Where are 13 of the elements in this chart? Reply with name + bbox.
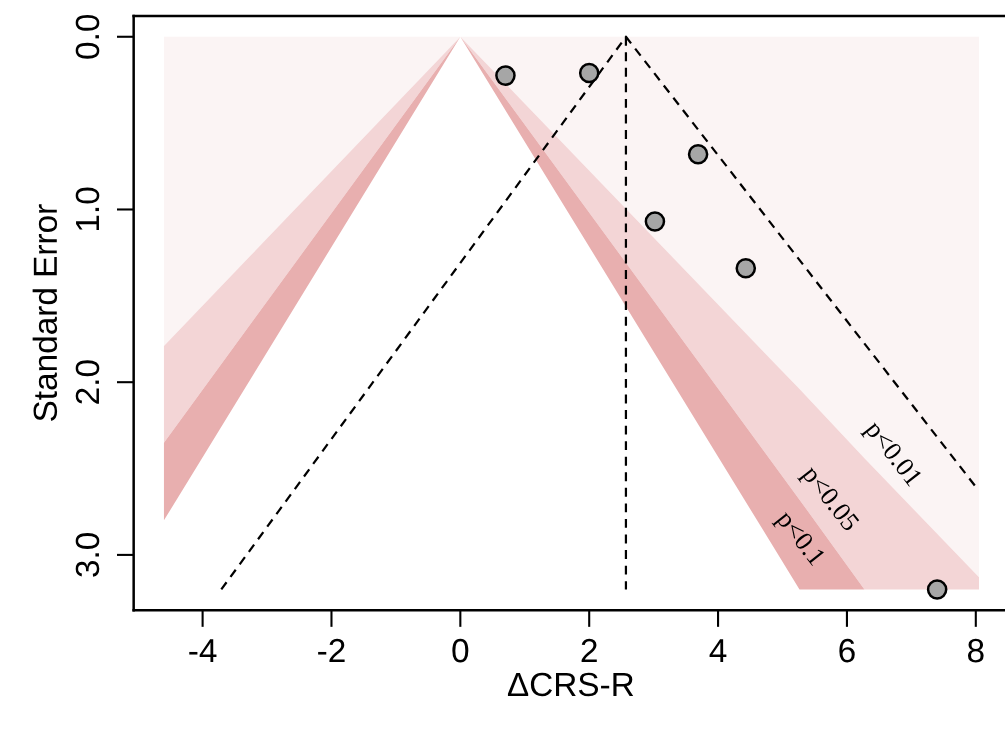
x-axis-title: ΔCRS-R bbox=[507, 672, 634, 697]
x-tick-label: -2 bbox=[318, 638, 345, 663]
y-tick-label: 3.0 bbox=[75, 533, 100, 577]
x-tick-label: 2 bbox=[581, 638, 597, 663]
x-tick-label: 4 bbox=[709, 639, 727, 663]
x-tick-label: -4 bbox=[189, 639, 217, 663]
y-tick-label: 1.0 bbox=[75, 187, 100, 231]
x-tick-label: 8 bbox=[967, 638, 984, 663]
y-tick-label: 2.0 bbox=[75, 360, 100, 404]
y-axis-title: Standard Error bbox=[32, 204, 58, 421]
x-tick-label: 0 bbox=[452, 638, 469, 663]
y-tick-label: 0.0 bbox=[75, 14, 100, 59]
x-tick-label: 6 bbox=[839, 638, 855, 663]
